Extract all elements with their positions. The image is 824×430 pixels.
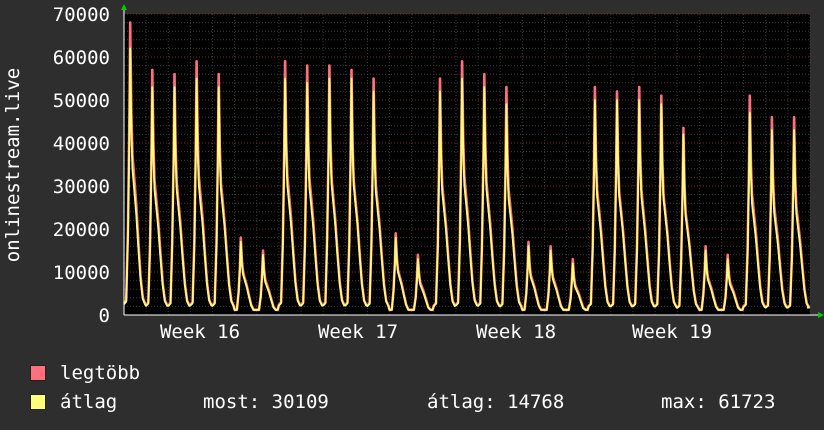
legend-item-avg: átlag (30, 391, 117, 413)
y-tick-label: 50000 (53, 90, 110, 112)
traffic-chart: 0 10000 20000 30000 40000 50000 60000 70000 Week… (2, 4, 824, 343)
y-axis-label: onlinestream.live (2, 68, 24, 262)
stat-max: max: 61723 (661, 391, 776, 413)
y-tick-label: 20000 (53, 219, 110, 241)
x-tick-label: Week 18 (476, 321, 556, 343)
legend-label-avg: átlag (60, 391, 118, 413)
series-line-avg (123, 47, 810, 311)
plot-area (124, 14, 810, 315)
y-tick-label: 70000 (53, 4, 110, 26)
x-tick-label: Week 19 (632, 321, 712, 343)
stat-average: átlag: 14768 (427, 391, 565, 413)
legend-swatch-avg (30, 394, 46, 410)
x-tick-label: Week 17 (318, 321, 398, 343)
y-tick-label: 30000 (53, 176, 110, 198)
x-axis-arrow (818, 312, 824, 318)
legend-label-max: legtöbb (60, 362, 141, 384)
legend-item-max: legtöbb (30, 362, 140, 384)
y-tick-label: 40000 (53, 133, 110, 155)
legend-swatch-max (30, 365, 46, 381)
y-tick-label: 10000 (53, 262, 110, 284)
y-tick-label: 60000 (53, 47, 110, 69)
stat-current: most: 30109 (203, 391, 329, 413)
y-axis-arrow (121, 4, 127, 10)
x-tick-label: Week 16 (160, 321, 240, 343)
y-tick-label: 0 (99, 305, 110, 327)
